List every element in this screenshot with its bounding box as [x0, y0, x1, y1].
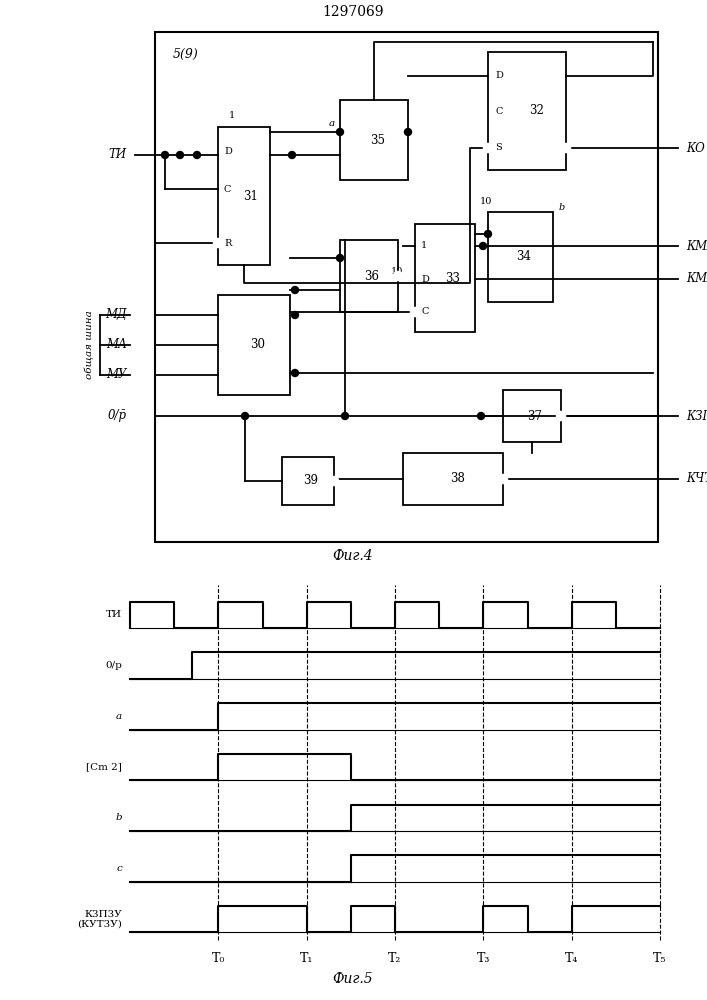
Text: a: a [116, 712, 122, 721]
Bar [218, 295, 290, 395]
Text: Фиг.5: Фиг.5 [333, 972, 373, 986]
Circle shape [411, 308, 419, 316]
Text: КМА0: КМА0 [686, 272, 707, 286]
Text: 39: 39 [303, 475, 318, 488]
Text: 32: 32 [529, 104, 544, 117]
Circle shape [561, 143, 571, 152]
Circle shape [214, 238, 223, 247]
Circle shape [341, 412, 349, 420]
Text: C: C [495, 107, 503, 116]
Text: R: R [224, 238, 231, 247]
Text: К3П3У
(КУТ3У): К3П3У (КУТ3У) [77, 910, 122, 929]
Text: общая шина: общая шина [86, 311, 95, 379]
Text: ТИ: ТИ [106, 610, 122, 619]
Text: 1297069: 1297069 [322, 5, 384, 19]
Circle shape [291, 369, 298, 376]
Circle shape [337, 128, 344, 135]
Circle shape [394, 271, 402, 280]
Text: T₅: T₅ [653, 952, 667, 965]
Bar [340, 240, 398, 312]
Text: 10: 10 [391, 266, 403, 275]
Text: 1: 1 [229, 110, 235, 119]
Text: T₄: T₄ [565, 952, 578, 965]
Text: S: S [495, 143, 502, 152]
Text: 0/р̄: 0/р̄ [108, 410, 127, 422]
Bar [488, 52, 566, 170]
Circle shape [556, 412, 566, 420]
Text: 10: 10 [480, 198, 492, 207]
Text: 35: 35 [370, 133, 385, 146]
Text: a: a [329, 119, 335, 128]
Text: 38: 38 [450, 473, 465, 486]
Circle shape [479, 242, 486, 249]
Text: МА: МА [106, 338, 127, 352]
Text: [Cm 2]: [Cm 2] [86, 763, 122, 772]
Bar [282, 457, 334, 505]
Circle shape [177, 151, 184, 158]
Text: КЧТ3У: КЧТ3У [686, 473, 707, 486]
Circle shape [498, 475, 508, 484]
Circle shape [337, 254, 344, 261]
Text: D: D [495, 72, 503, 81]
Text: КЗП3У: КЗП3У [686, 410, 707, 422]
Text: МУ: МУ [107, 368, 127, 381]
Circle shape [291, 286, 298, 294]
Bar [488, 212, 553, 302]
Text: c: c [116, 864, 122, 873]
Text: 31: 31 [243, 190, 257, 202]
Bar [340, 100, 408, 180]
Circle shape [329, 477, 339, 486]
Text: КМА9: КМА9 [686, 239, 707, 252]
Text: C: C [224, 184, 231, 194]
Bar [503, 390, 561, 442]
Text: КО: КО [686, 141, 705, 154]
Text: 1: 1 [421, 241, 427, 250]
Text: 36: 36 [364, 269, 380, 282]
Text: T₀: T₀ [211, 952, 225, 965]
Text: D: D [421, 274, 429, 284]
Circle shape [288, 151, 296, 158]
Text: 5(9): 5(9) [173, 47, 199, 60]
Text: 33: 33 [445, 271, 460, 284]
Text: 0/р: 0/р [105, 661, 122, 670]
Circle shape [242, 412, 248, 420]
Text: 34: 34 [516, 250, 531, 263]
Bar [403, 453, 503, 505]
Bar [155, 32, 658, 542]
Text: T₂: T₂ [388, 952, 402, 965]
Circle shape [404, 128, 411, 135]
Bar [218, 127, 270, 265]
Circle shape [477, 412, 484, 420]
Text: T₃: T₃ [477, 952, 490, 965]
Text: b: b [559, 204, 566, 213]
Text: ТИ: ТИ [109, 148, 127, 161]
Circle shape [291, 312, 298, 318]
Text: b: b [115, 813, 122, 822]
Circle shape [484, 231, 491, 237]
Circle shape [484, 143, 493, 152]
Text: Фиг.4: Фиг.4 [333, 549, 373, 563]
Text: C: C [421, 308, 428, 316]
Bar [415, 224, 475, 332]
Text: МД: МД [105, 308, 127, 322]
Text: 37: 37 [527, 410, 542, 422]
Text: T₁: T₁ [300, 952, 313, 965]
Text: 30: 30 [250, 338, 265, 352]
Circle shape [161, 151, 168, 158]
Circle shape [194, 151, 201, 158]
Text: D: D [224, 147, 232, 156]
